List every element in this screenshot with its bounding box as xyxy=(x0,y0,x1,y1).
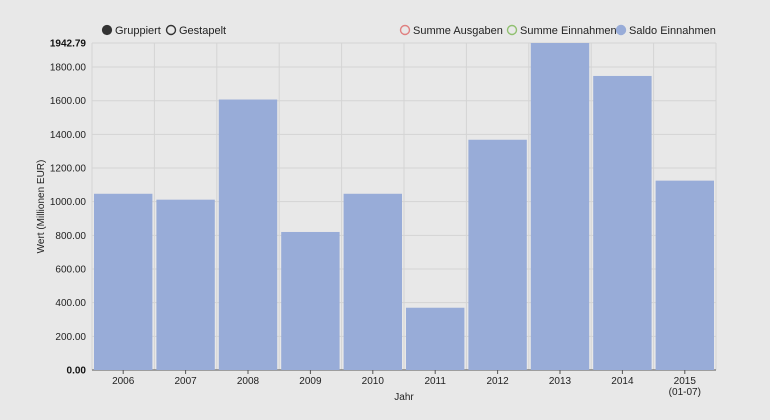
grouped-label[interactable]: Gruppiert xyxy=(115,25,161,37)
x-tick-label: 2009 xyxy=(299,376,322,387)
legend-label[interactable]: Summe Ausgaben xyxy=(413,25,503,37)
x-tick-sublabel: (01-07) xyxy=(669,387,701,398)
y-tick-label: 800.00 xyxy=(55,231,86,242)
bar-2014[interactable] xyxy=(593,75,652,371)
legend-label[interactable]: Saldo Einnahmen xyxy=(629,25,716,37)
legend: Summe Ausgaben Summe Einnahmen Saldo Einna… xyxy=(399,24,716,37)
y-tick-label: 1000.00 xyxy=(50,197,87,208)
bar-2012[interactable] xyxy=(468,139,527,370)
x-tick-label: 2006 xyxy=(112,376,135,387)
legend-item[interactable]: Summe Ausgaben xyxy=(399,24,503,37)
bar-2015[interactable] xyxy=(655,180,714,370)
y-tick-label: 200.00 xyxy=(55,332,86,343)
bar-2010[interactable] xyxy=(343,193,402,370)
y-tick-label: 600.00 xyxy=(55,265,86,276)
grouped-toggle[interactable]: Gruppiert xyxy=(101,24,161,37)
x-tick-label: 2007 xyxy=(174,376,197,387)
y-axis-ticks: 0.00 200.00 400.00 600.00 800.00 1000.00 1200.… xyxy=(50,39,87,377)
y-tick-label: 400.00 xyxy=(55,298,86,309)
legend-item[interactable]: Summe Einnahmen xyxy=(506,24,617,37)
x-tick-label: 2008 xyxy=(237,376,260,387)
legend-marker-icon[interactable] xyxy=(399,24,411,36)
bar-2008[interactable] xyxy=(218,99,278,370)
bar-2006[interactable] xyxy=(94,193,153,370)
grouped-radio-icon[interactable] xyxy=(101,24,113,36)
x-axis-label: Jahr xyxy=(394,392,414,403)
bars xyxy=(94,43,714,371)
legend-marker-icon[interactable] xyxy=(615,24,627,36)
x-tick-label: 2012 xyxy=(486,376,509,387)
bar-2013[interactable] xyxy=(530,43,590,370)
y-tick-label: 1800.00 xyxy=(50,63,87,74)
chart-mode-controls: Gruppiert Gestapelt xyxy=(101,24,227,37)
x-tick-label: 2011 xyxy=(424,376,446,387)
x-axis-ticks: 2006 2007 2008 2009 2010 2011 2012 2013 2014 2015… xyxy=(112,370,701,398)
legend-item[interactable]: Saldo Einnahmen xyxy=(615,24,716,37)
x-tick-label: 2015 xyxy=(674,376,697,387)
legend-label[interactable]: Summe Einnahmen xyxy=(520,25,617,37)
stacked-toggle[interactable]: Gestapelt xyxy=(165,24,227,37)
y-tick-label: 1942.79 xyxy=(50,39,87,50)
y-tick-label: 1400.00 xyxy=(50,130,87,141)
x-tick-label: 2010 xyxy=(362,376,385,387)
stacked-radio-icon[interactable] xyxy=(165,24,177,36)
bar-2007[interactable] xyxy=(156,199,215,370)
bar-2011[interactable] xyxy=(406,307,465,370)
y-tick-label: 1600.00 xyxy=(50,96,87,107)
y-axis-label: Wert (Millionen EUR) xyxy=(36,160,47,254)
x-tick-label: 2013 xyxy=(549,376,572,387)
y-tick-label: 1200.00 xyxy=(50,164,87,175)
x-tick-label: 2014 xyxy=(611,376,634,387)
legend-marker-icon[interactable] xyxy=(506,24,518,36)
stacked-label[interactable]: Gestapelt xyxy=(179,25,226,37)
y-tick-label: 0.00 xyxy=(67,366,87,377)
bar-2009[interactable] xyxy=(281,231,340,370)
